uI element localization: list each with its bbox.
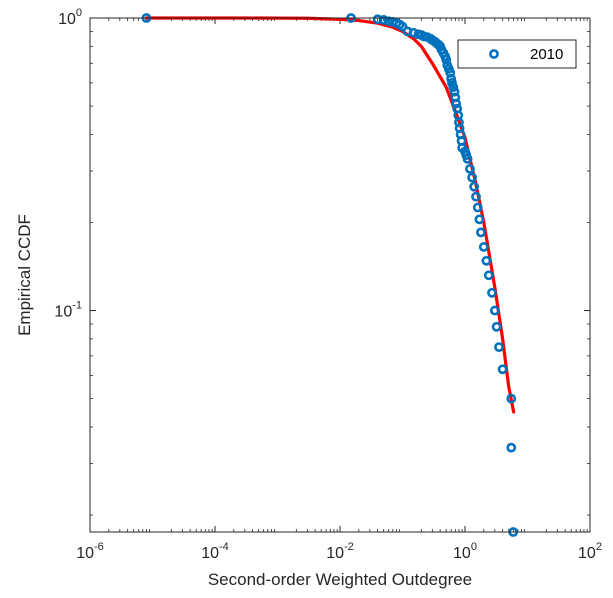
data-point [471,191,481,202]
data-point [506,442,517,453]
y-tick-label: 10-1 [54,300,82,321]
data-point [487,287,497,298]
plot-area [90,18,590,532]
x-tick-label: 10-4 [201,541,229,562]
data-point [476,227,486,238]
data-point [494,342,504,352]
plot-frame [89,17,591,533]
x-tick-label: 10-6 [76,541,104,562]
data-point [446,73,457,84]
y-tick-label: 100 [58,7,82,28]
legend: 2010 [457,39,577,69]
data-point [481,255,492,266]
data-point [441,54,452,65]
data-point [448,82,459,93]
x-tick-labels: 10-6 10-4 10-2 100 102 [76,541,602,562]
x-tick-label: 102 [578,541,602,562]
data-point [478,242,489,252]
data-points-layer [141,13,519,537]
legend-marker-icon [489,49,499,59]
x-tick-label: 100 [453,541,477,562]
data-point [378,15,389,25]
data-point [497,364,508,375]
legend-box [457,39,577,69]
x-axis-label: Second-order Weighted Outdegree [208,570,472,589]
data-point [467,172,478,183]
data-point [451,98,461,109]
legend-label: 2010 [530,46,563,63]
y-tick-labels: 10-1 100 [54,7,82,321]
y-axis-label: Empirical CCDF [15,214,34,336]
x-tick-label: 10-2 [326,541,354,562]
data-point [397,21,408,32]
data-point [462,153,473,164]
data-point [483,270,494,281]
data-point [506,393,517,404]
data-point [465,163,475,174]
data-point [449,86,460,97]
data-point [491,321,502,332]
data-point [469,181,480,192]
data-point [472,202,483,213]
data-point [489,305,500,316]
data-point [474,214,485,225]
